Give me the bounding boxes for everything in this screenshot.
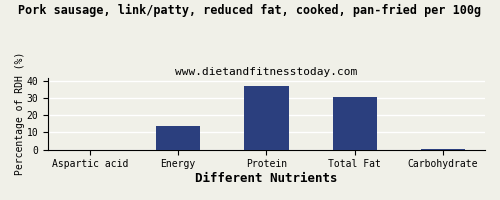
Bar: [332, 97, 377, 150]
Title: www.dietandfitnesstoday.com: www.dietandfitnesstoday.com: [176, 67, 358, 77]
Bar: [421, 149, 465, 150]
X-axis label: Different Nutrients: Different Nutrients: [195, 172, 338, 185]
Bar: [156, 126, 200, 150]
Text: Pork sausage, link/patty, reduced fat, cooked, pan-fried per 100g: Pork sausage, link/patty, reduced fat, c…: [18, 4, 481, 17]
Y-axis label: Percentage of RDH (%): Percentage of RDH (%): [15, 52, 25, 175]
Bar: [244, 86, 288, 150]
